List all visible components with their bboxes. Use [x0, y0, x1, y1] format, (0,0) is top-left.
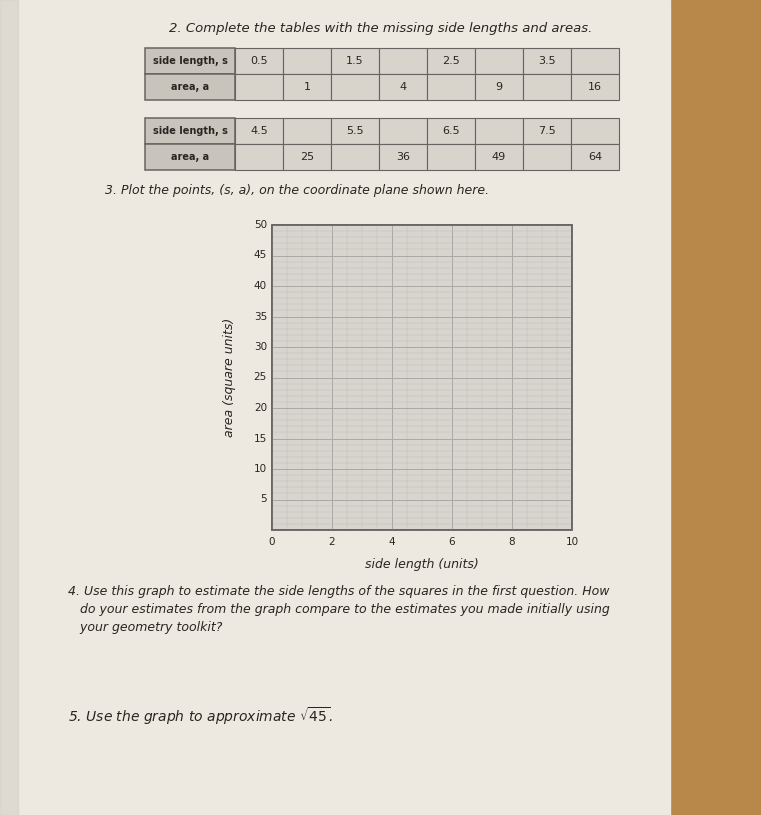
Text: 10: 10 — [254, 464, 267, 474]
Text: 64: 64 — [588, 152, 602, 162]
Text: 6: 6 — [449, 537, 455, 547]
Bar — [427, 74, 475, 100]
Text: 4. Use this graph to estimate the side lengths of the squares in the first quest: 4. Use this graph to estimate the side l… — [68, 585, 610, 598]
Text: do your estimates from the graph compare to the estimates you made initially usi: do your estimates from the graph compare… — [68, 603, 610, 616]
Text: 30: 30 — [254, 342, 267, 352]
Bar — [283, 144, 331, 170]
Text: 9: 9 — [495, 82, 502, 92]
Bar — [145, 118, 235, 144]
Bar — [331, 144, 379, 170]
Text: 16: 16 — [588, 82, 602, 92]
Bar — [0, 0, 18, 815]
Text: 35: 35 — [253, 311, 267, 321]
Bar — [283, 74, 331, 100]
Text: 8: 8 — [508, 537, 515, 547]
Text: area (square units): area (square units) — [224, 318, 237, 437]
Text: 2. Complete the tables with the missing side lengths and areas.: 2. Complete the tables with the missing … — [169, 22, 592, 35]
Text: side length (units): side length (units) — [365, 558, 479, 571]
Bar — [145, 144, 235, 170]
Bar — [0, 0, 670, 815]
Text: 49: 49 — [492, 152, 506, 162]
Bar — [571, 144, 619, 170]
Bar — [571, 48, 619, 74]
Bar — [427, 118, 475, 144]
Bar — [331, 74, 379, 100]
Text: 5: 5 — [260, 495, 267, 504]
Text: 0.5: 0.5 — [250, 56, 268, 66]
Text: 20: 20 — [254, 403, 267, 413]
Text: 25: 25 — [300, 152, 314, 162]
Text: 2.5: 2.5 — [442, 56, 460, 66]
Text: 6.5: 6.5 — [442, 126, 460, 136]
Text: area, a: area, a — [171, 82, 209, 92]
Text: 4.5: 4.5 — [250, 126, 268, 136]
Bar — [379, 118, 427, 144]
Bar — [523, 48, 571, 74]
Bar — [283, 118, 331, 144]
Bar — [523, 118, 571, 144]
Text: 25: 25 — [253, 372, 267, 382]
Text: your geometry toolkit?: your geometry toolkit? — [68, 621, 222, 634]
Bar — [235, 118, 283, 144]
Bar — [571, 74, 619, 100]
Bar — [272, 225, 572, 530]
Text: 40: 40 — [254, 281, 267, 291]
Bar — [235, 74, 283, 100]
Text: 7.5: 7.5 — [538, 126, 556, 136]
Text: 1.5: 1.5 — [346, 56, 364, 66]
Bar — [379, 144, 427, 170]
Bar — [235, 144, 283, 170]
Text: area, a: area, a — [171, 152, 209, 162]
Bar — [475, 74, 523, 100]
Text: 36: 36 — [396, 152, 410, 162]
Text: 5.5: 5.5 — [346, 126, 364, 136]
Text: 0: 0 — [269, 537, 275, 547]
Text: 2: 2 — [329, 537, 336, 547]
Text: 10: 10 — [565, 537, 578, 547]
Text: 3.5: 3.5 — [538, 56, 556, 66]
Bar — [475, 144, 523, 170]
Text: side length, s: side length, s — [152, 56, 228, 66]
Text: 45: 45 — [253, 250, 267, 261]
Bar — [379, 74, 427, 100]
Bar — [272, 225, 572, 530]
Text: 15: 15 — [253, 434, 267, 443]
Bar — [331, 118, 379, 144]
Bar — [379, 48, 427, 74]
Text: 5. Use the graph to approximate $\sqrt{45}$.: 5. Use the graph to approximate $\sqrt{4… — [68, 705, 333, 727]
Text: 4: 4 — [400, 82, 406, 92]
Bar — [427, 48, 475, 74]
Bar — [235, 48, 283, 74]
Bar — [331, 48, 379, 74]
Bar — [475, 118, 523, 144]
Bar — [662, 0, 761, 815]
Text: 4: 4 — [389, 537, 395, 547]
Text: 50: 50 — [254, 220, 267, 230]
Bar — [571, 118, 619, 144]
Text: 1: 1 — [304, 82, 310, 92]
Text: side length, s: side length, s — [152, 126, 228, 136]
Bar — [427, 144, 475, 170]
Bar — [145, 74, 235, 100]
Bar — [283, 48, 331, 74]
Bar — [523, 74, 571, 100]
Bar — [475, 48, 523, 74]
Bar — [145, 48, 235, 74]
Bar — [523, 144, 571, 170]
Text: 3. Plot the points, (s, a), on the coordinate plane shown here.: 3. Plot the points, (s, a), on the coord… — [105, 184, 489, 197]
